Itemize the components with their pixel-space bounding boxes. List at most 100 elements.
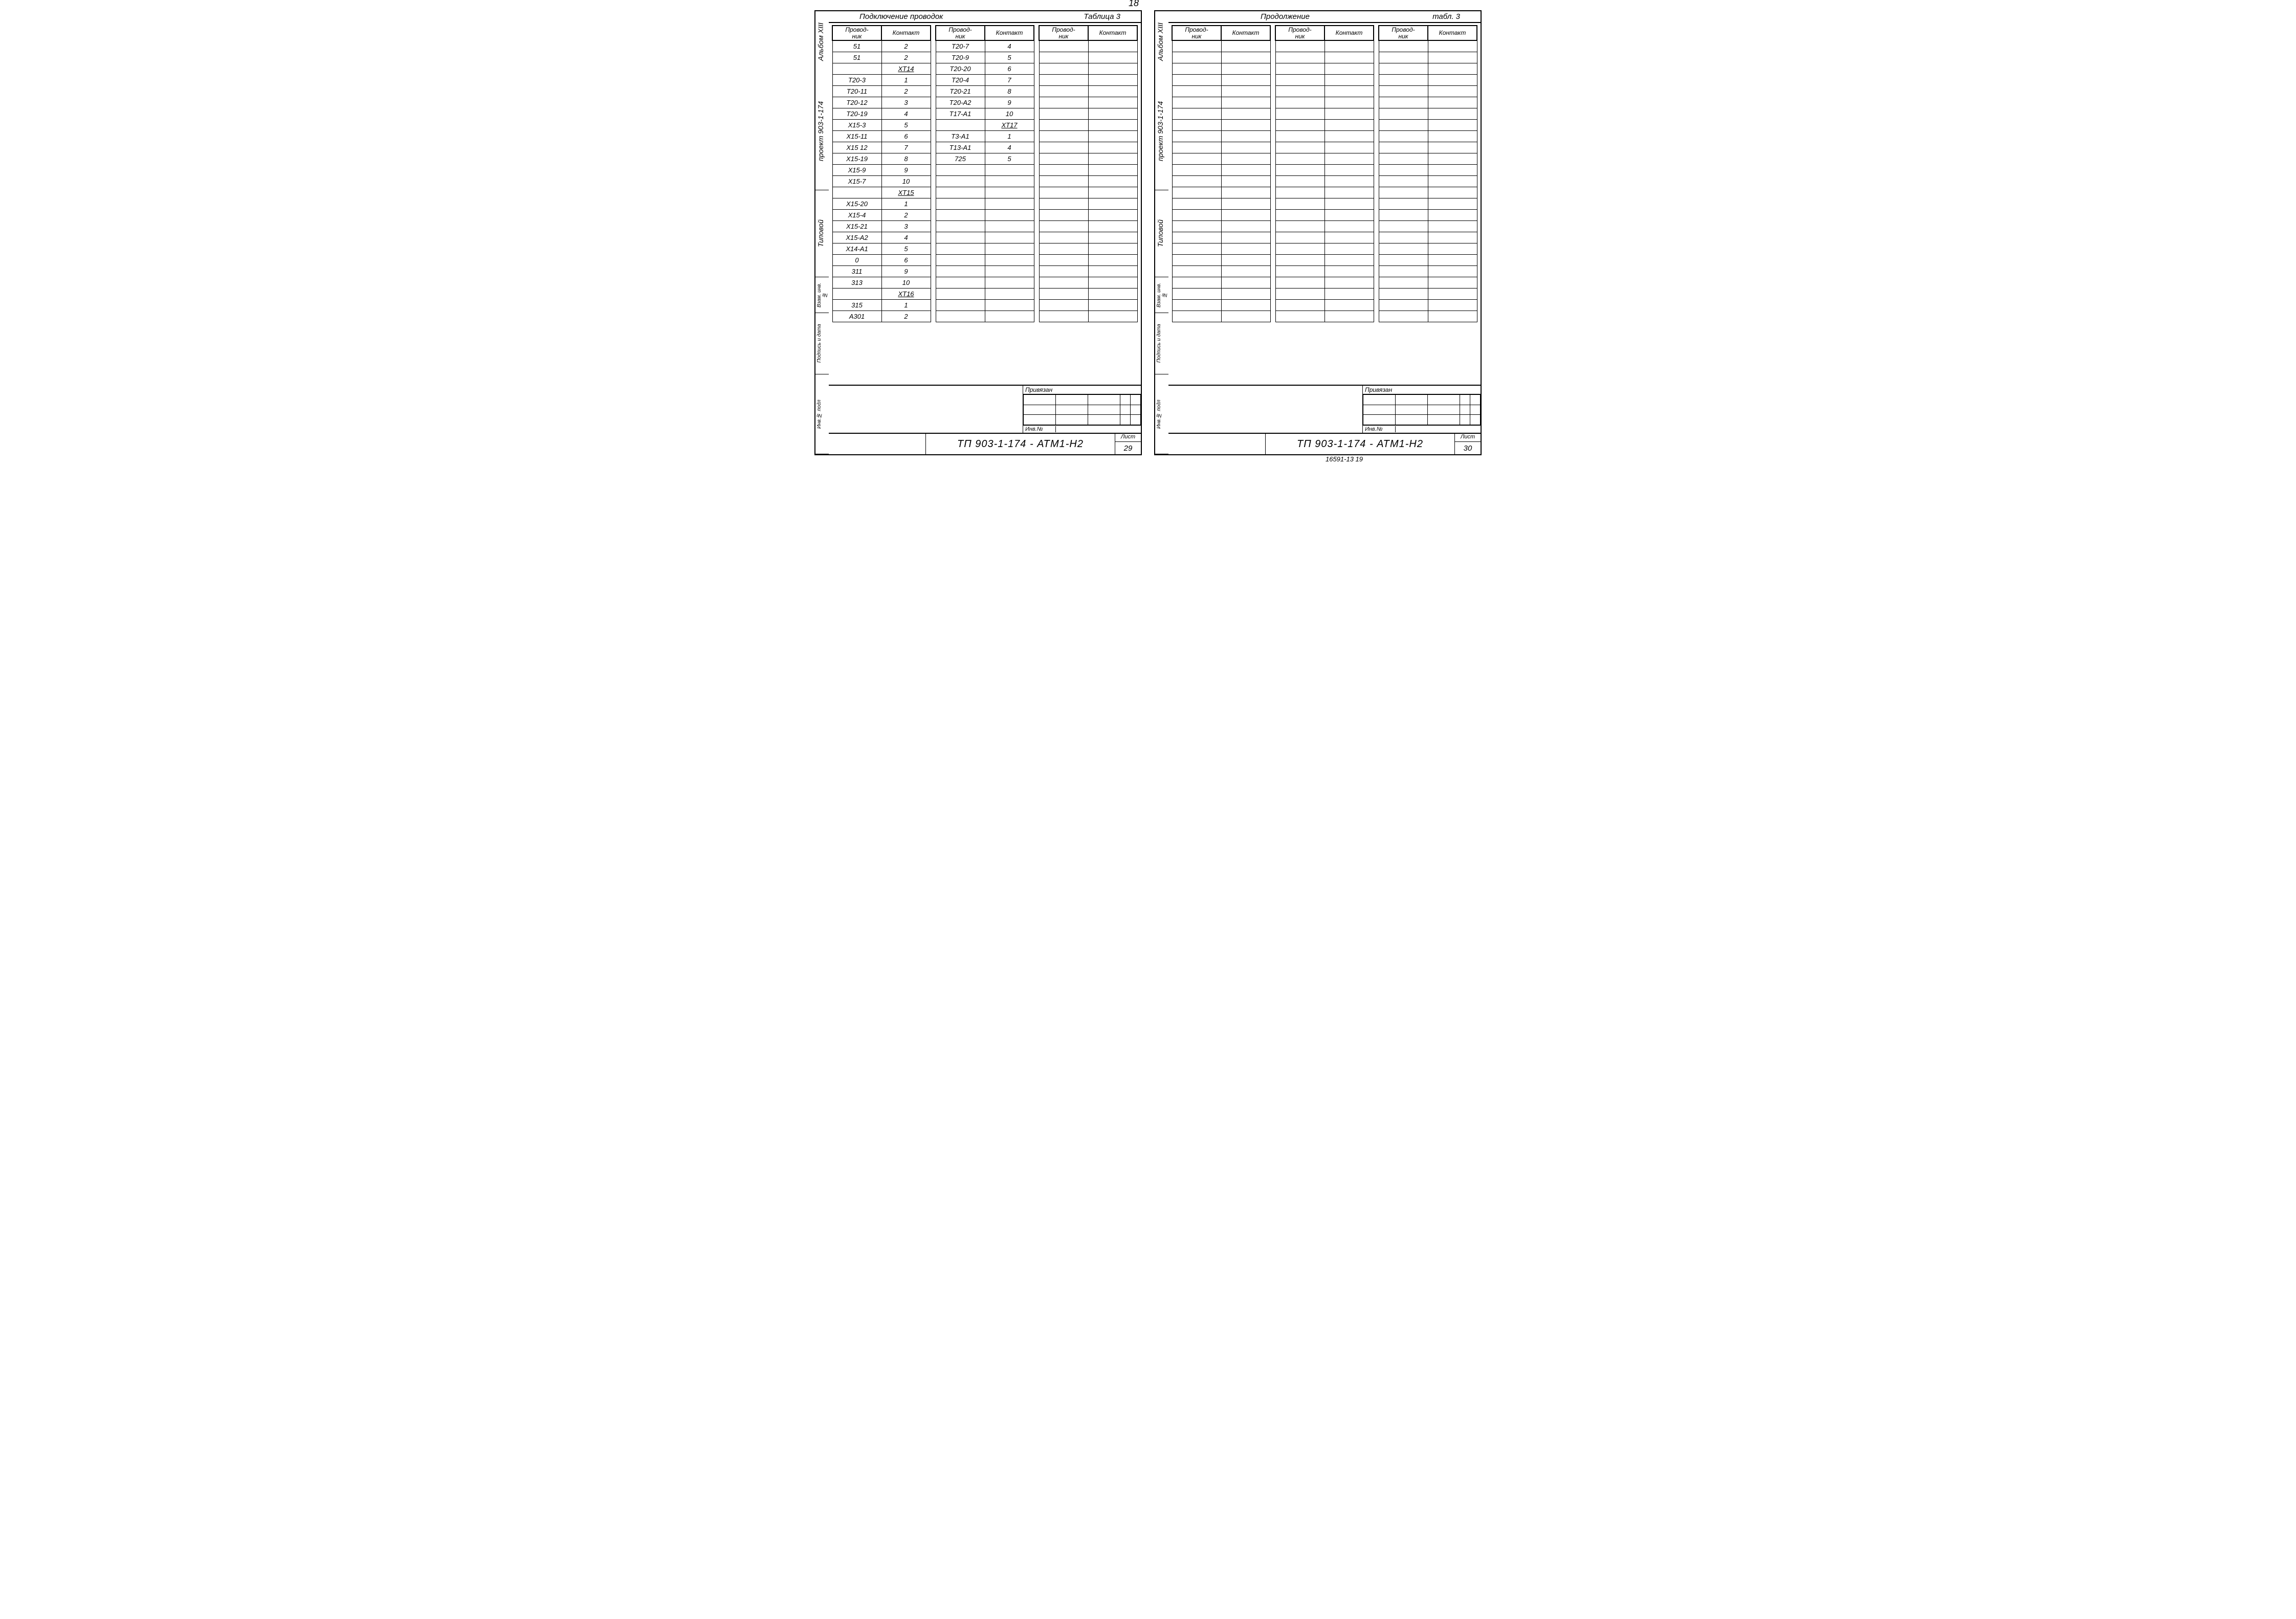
table-row [1039, 311, 1137, 322]
table-row: X15-116 [832, 130, 931, 142]
table-row [1275, 108, 1374, 119]
table-row [936, 243, 1034, 254]
table-row [1275, 52, 1374, 63]
list-block: Лист 29 [1115, 434, 1141, 454]
table-row [1172, 142, 1270, 153]
table-row [1039, 119, 1137, 130]
side-project: проект 903-1-174 [1155, 73, 1168, 190]
table-row [1172, 130, 1270, 142]
table-row [1172, 232, 1270, 243]
right-title-a: Продолжение [1261, 12, 1310, 21]
table-row [1172, 198, 1270, 209]
table-row [1039, 85, 1137, 97]
table-row [936, 220, 1034, 232]
list-label: Лист [1115, 434, 1141, 442]
table-row [1379, 52, 1477, 63]
left-sheet: 18 Альбом XIII проект 903-1-174 Типовой … [814, 10, 1142, 455]
table-row [936, 187, 1034, 198]
table-row [1379, 311, 1477, 322]
table-row [1379, 153, 1477, 164]
footer-spacer [1168, 386, 1363, 433]
table-row [1172, 220, 1270, 232]
left-col-2: Провод-никКонтактT20-74T20-95T20-206T20-… [935, 25, 1034, 385]
side-typical: Типовой [815, 190, 829, 277]
table-row [1275, 130, 1374, 142]
table-row [1275, 220, 1374, 232]
footer-right-block: Привязан Инв.№ [1363, 386, 1481, 433]
table-row [1039, 299, 1137, 311]
table-row: X15-198 [832, 153, 931, 164]
side-typical: Типовой [1155, 190, 1168, 277]
side-album: Альбом XIII [815, 11, 829, 73]
data-table: Провод-никКонтакт [1378, 25, 1477, 322]
side-a: Взам. инв.№ [1155, 277, 1168, 313]
privyazan-label: Привязан [1023, 386, 1141, 394]
data-table: Провод-никКонтакт512512XT14T20-31T20-112… [832, 25, 931, 322]
table-row [1379, 74, 1477, 85]
table-row [1039, 187, 1137, 198]
table-row [1172, 85, 1270, 97]
table-row: T13-A14 [936, 142, 1034, 153]
table-row [1379, 254, 1477, 265]
table-row: T20-31 [832, 74, 931, 85]
table-row: X15-710 [832, 175, 931, 187]
left-columns: Провод-никКонтакт512512XT14T20-31T20-112… [829, 23, 1141, 385]
table-row: T20-47 [936, 74, 1034, 85]
table-row [1039, 74, 1137, 85]
table-row [1172, 97, 1270, 108]
table-row [1379, 220, 1477, 232]
right-footer: Привязан Инв.№ ТП 903-1-174 - АТМ1- [1168, 385, 1481, 454]
side-c: Инв.№ подл [815, 374, 829, 454]
table-row [1039, 265, 1137, 277]
table-row [1172, 299, 1270, 311]
table-row [936, 277, 1034, 288]
inv-no-label: Инв.№ [1365, 426, 1396, 432]
table-row [936, 232, 1034, 243]
table-row: 7255 [936, 153, 1034, 164]
table-row: T20-74 [936, 40, 1034, 52]
data-table: Провод-никКонтакт [1039, 25, 1138, 322]
table-row [1039, 63, 1137, 74]
table-row [1379, 299, 1477, 311]
footer-right-block: Привязан Инв.№ [1023, 386, 1141, 433]
table-row [1275, 97, 1374, 108]
table-row [1275, 209, 1374, 220]
table-row [1379, 265, 1477, 277]
table-row [1039, 277, 1137, 288]
table-row [1275, 175, 1374, 187]
table-row: T20-123 [832, 97, 931, 108]
table-row [1039, 175, 1137, 187]
small-grid [1363, 394, 1481, 425]
table-row [1039, 164, 1137, 175]
table-row [1379, 40, 1477, 52]
table-row [936, 164, 1034, 175]
under-number: 16591-13 19 [810, 455, 1486, 463]
table-row [1379, 232, 1477, 243]
small-grid [1023, 394, 1141, 425]
table-row [1275, 153, 1374, 164]
doc-code: ТП 903-1-174 - АТМ1-Н2 [926, 434, 1115, 454]
table-row [1172, 164, 1270, 175]
table-row: 3119 [832, 265, 931, 277]
table-row [1275, 311, 1374, 322]
table-row: X15-42 [832, 209, 931, 220]
table-row [1039, 142, 1137, 153]
table-row [936, 311, 1034, 322]
table-row [1275, 265, 1374, 277]
side-c: Инв.№ подл [1155, 374, 1168, 454]
table-row [1275, 187, 1374, 198]
table-row [1172, 108, 1270, 119]
right-columns: Провод-никКонтакт Провод-никКонтакт Пров… [1168, 23, 1481, 385]
table-row [1275, 198, 1374, 209]
table-row: XT16 [832, 288, 931, 299]
table-row [1172, 209, 1270, 220]
table-row: X15-35 [832, 119, 931, 130]
table-row [1379, 288, 1477, 299]
table-row: 31310 [832, 277, 931, 288]
table-row [1275, 254, 1374, 265]
table-row: 512 [832, 52, 931, 63]
table-row [1379, 63, 1477, 74]
table-row: XT15 [832, 187, 931, 198]
left-col-1: Провод-никКонтакт512512XT14T20-31T20-112… [832, 25, 931, 385]
table-row [1039, 108, 1137, 119]
